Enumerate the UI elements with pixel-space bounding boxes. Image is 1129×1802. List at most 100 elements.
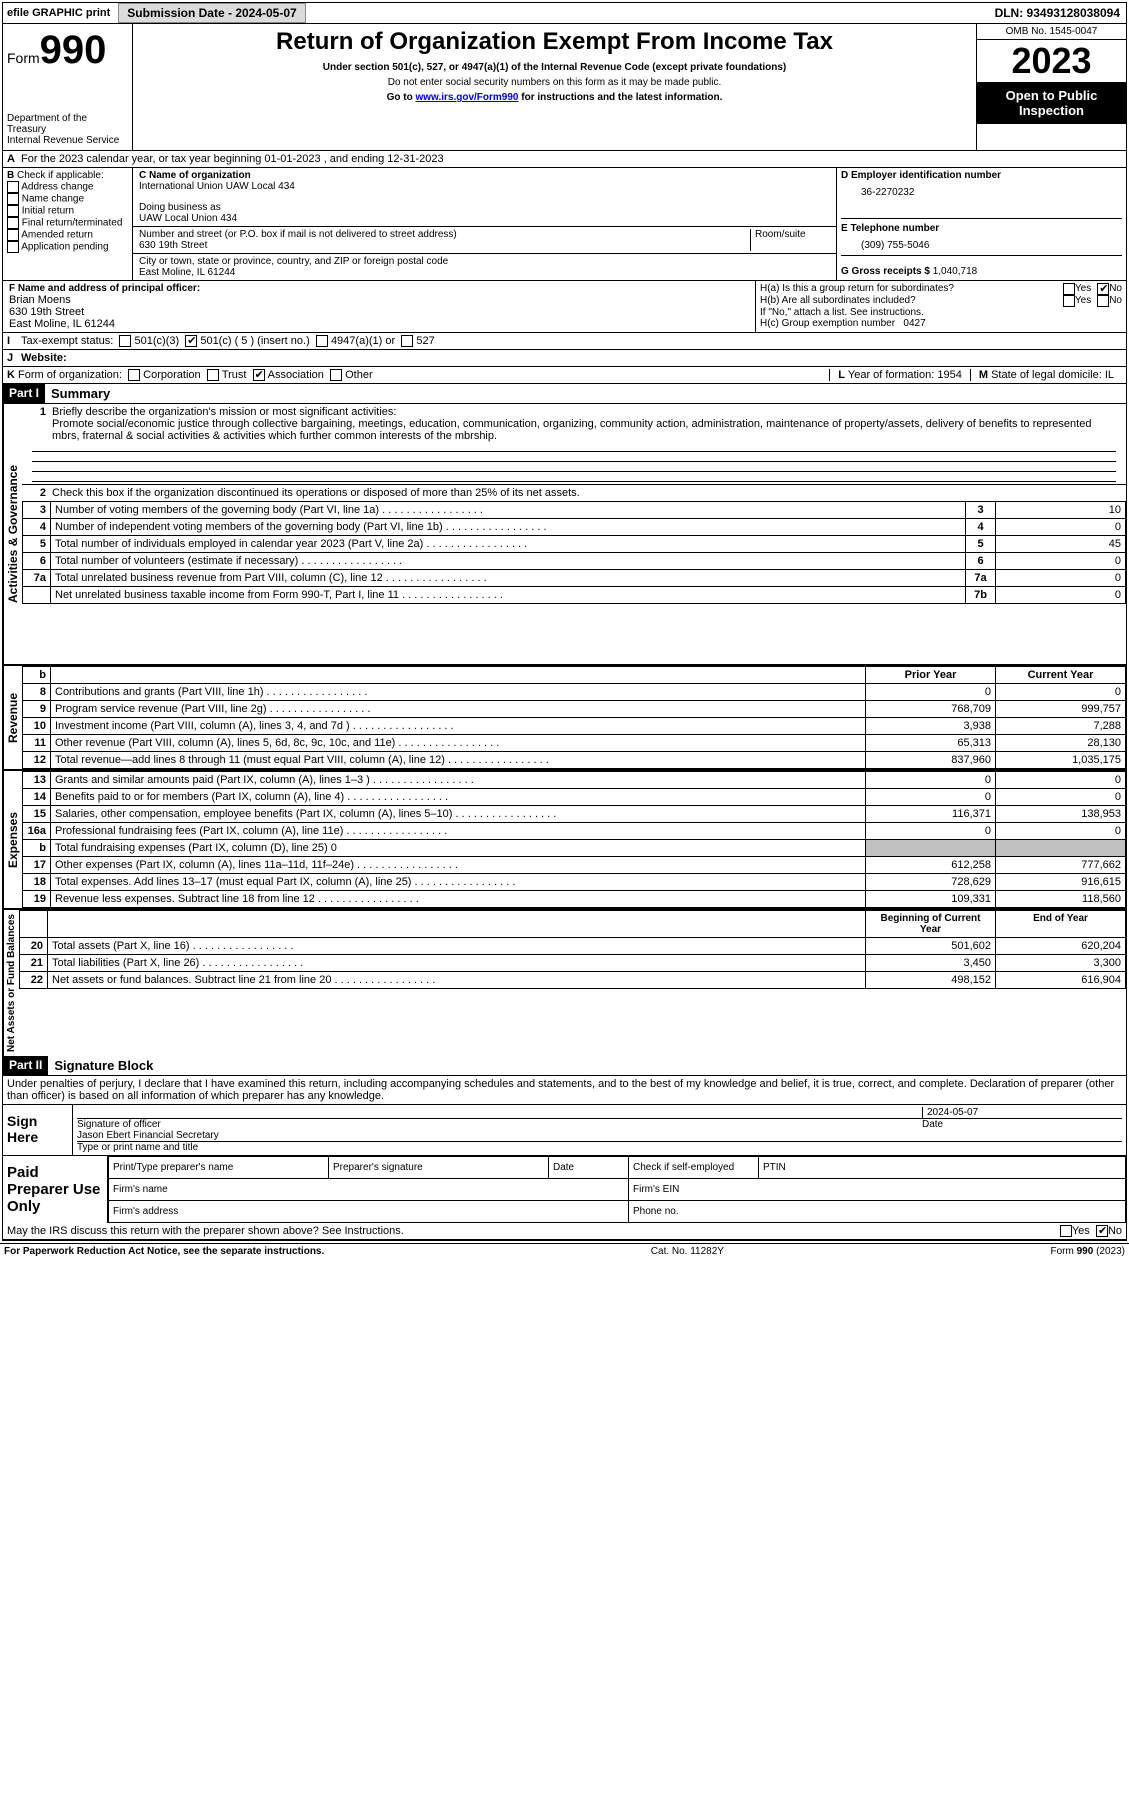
other: Other (345, 369, 373, 381)
part2-title: Signature Block (48, 1056, 159, 1075)
section-defg: D Employer identification number 36-2270… (836, 168, 1126, 280)
hc-label: H(c) Group exemption number (760, 318, 895, 329)
status-j-row: J Website: (3, 350, 1126, 367)
phone-no-label: Phone no. (629, 1201, 1126, 1223)
tax-year: 2023 (977, 40, 1126, 82)
section-b-label: B (7, 170, 14, 181)
officer-label: F Name and address of principal officer: (9, 283, 749, 294)
assoc: Association (268, 369, 324, 381)
part1-title: Summary (45, 384, 116, 403)
ptin-label: PTIN (759, 1157, 1126, 1179)
hb-no-checkbox[interactable] (1097, 295, 1109, 307)
assoc-checkbox[interactable] (253, 369, 265, 381)
dba-name: UAW Local Union 434 (139, 213, 830, 224)
current-year-hdr: Current Year (996, 667, 1126, 684)
domicile: IL (1105, 369, 1114, 381)
corp-checkbox[interactable] (128, 369, 140, 381)
discuss-yes-checkbox[interactable] (1060, 1225, 1072, 1237)
form-word: Form (7, 50, 40, 66)
check-initial-return[interactable] (7, 205, 19, 217)
ha-yes-checkbox[interactable] (1063, 283, 1075, 295)
part2-header: Part II Signature Block (3, 1056, 1126, 1076)
header-mid: Return of Organization Exempt From Incom… (133, 24, 976, 150)
hb-no: No (1109, 295, 1122, 307)
check-name-change[interactable] (7, 193, 19, 205)
501c3: 501(c)(3) (135, 335, 180, 347)
501c-checkbox[interactable] (185, 335, 197, 347)
501c: 501(c) ( 5 ) (insert no.) (200, 335, 309, 347)
other-checkbox[interactable] (330, 369, 342, 381)
check-final-return-terminated[interactable] (7, 217, 19, 229)
check-self-label: Check if self-employed (629, 1157, 759, 1179)
domicile-label: State of legal domicile: (991, 369, 1102, 381)
street-address: 630 19th Street (139, 240, 750, 251)
ein-value: 36-2270232 (841, 187, 1122, 198)
gov-tab: Activities & Governance (3, 404, 22, 664)
m-label: M (979, 369, 988, 381)
prior-year-hdr: Prior Year (866, 667, 996, 684)
perjury-statement: Under penalties of perjury, I declare th… (3, 1076, 1126, 1104)
sign-here-label: Sign Here (3, 1105, 73, 1155)
phone-value: (309) 755-5046 (841, 240, 1122, 251)
header-right: OMB No. 1545-0047 2023 Open to Public In… (976, 24, 1126, 150)
ha-yes: Yes (1075, 283, 1091, 295)
cat-no: Cat. No. 11282Y (651, 1246, 724, 1257)
goto-link[interactable]: www.irs.gov/Form990 (415, 92, 518, 103)
city-label: City or town, state or province, country… (139, 256, 830, 267)
date-label: Date (922, 1119, 1122, 1130)
discuss-no-checkbox[interactable] (1096, 1225, 1108, 1237)
501c3-checkbox[interactable] (119, 335, 131, 347)
paid-preparer-label: Paid Preparer Use Only (3, 1156, 108, 1223)
form-ref: Form 990 (2023) (1051, 1246, 1126, 1257)
527: 527 (416, 335, 434, 347)
j-label: J (7, 352, 21, 364)
city-state-zip: East Moline, IL 61244 (139, 267, 830, 278)
type-name-label: Type or print name and title (77, 1142, 1122, 1153)
pt-sig-label: Preparer's signature (329, 1157, 549, 1179)
dept-treasury: Department of the Treasury (7, 113, 128, 135)
ein-label: D Employer identification number (841, 170, 1122, 181)
k-label: K (7, 369, 15, 381)
sig-officer-label: Signature of officer (77, 1119, 922, 1130)
check-amended-return[interactable] (7, 229, 19, 241)
net-section: Net Assets or Fund Balances Beginning of… (3, 908, 1126, 1056)
part2-badge: Part II (3, 1056, 48, 1075)
submission-date-button[interactable]: Submission Date - 2024-05-07 (118, 3, 305, 23)
omb-number: OMB No. 1545-0047 (977, 24, 1126, 40)
net-tab: Net Assets or Fund Balances (3, 910, 19, 1056)
ha-no-checkbox[interactable] (1097, 283, 1109, 295)
discuss-row: May the IRS discuss this return with the… (3, 1223, 1126, 1240)
4947-checkbox[interactable] (316, 335, 328, 347)
trust: Trust (222, 369, 247, 381)
527-checkbox[interactable] (401, 335, 413, 347)
goto-suffix: for instructions and the latest informat… (518, 92, 722, 103)
dba-label: Doing business as (139, 202, 830, 213)
officer-city: East Moline, IL 61244 (9, 318, 749, 330)
form-990-page: efile GRAPHIC print Submission Date - 20… (2, 2, 1127, 1241)
section-h: H(a) Is this a group return for subordin… (756, 281, 1126, 332)
rev-tab: Revenue (3, 666, 22, 769)
goto-prefix: Go to (387, 92, 416, 103)
top-bar: efile GRAPHIC print Submission Date - 20… (3, 3, 1126, 24)
begin-year-hdr: Beginning of Current Year (866, 911, 996, 938)
end-year-hdr: End of Year (996, 911, 1126, 938)
sign-here-row: Sign Here 2024-05-07 Signature of office… (3, 1104, 1126, 1155)
i-label: I (7, 335, 21, 347)
q1-text: Briefly describe the organization's miss… (52, 406, 396, 418)
check-address-change[interactable] (7, 181, 19, 193)
pra-notice: For Paperwork Reduction Act Notice, see … (4, 1246, 324, 1257)
sections-bcdefg: B Check if applicable: Address change Na… (3, 168, 1126, 281)
year-formation-label: Year of formation: (848, 369, 934, 381)
ha-no: No (1109, 283, 1122, 295)
goto-line: Go to www.irs.gov/Form990 for instructio… (139, 92, 970, 103)
hb-yes-checkbox[interactable] (1063, 295, 1075, 307)
page-footer: For Paperwork Reduction Act Notice, see … (0, 1243, 1129, 1259)
org-name-label: C Name of organization (139, 170, 830, 181)
section-fh: F Name and address of principal officer:… (3, 281, 1126, 333)
phone-label: E Telephone number (841, 223, 1122, 234)
check-application-pending[interactable] (7, 241, 19, 253)
trust-checkbox[interactable] (207, 369, 219, 381)
exp-section: Expenses 13Grants and similar amounts pa… (3, 769, 1126, 908)
website-label: Website: (21, 352, 67, 364)
sig-date-value: 2024-05-07 (922, 1107, 1122, 1118)
